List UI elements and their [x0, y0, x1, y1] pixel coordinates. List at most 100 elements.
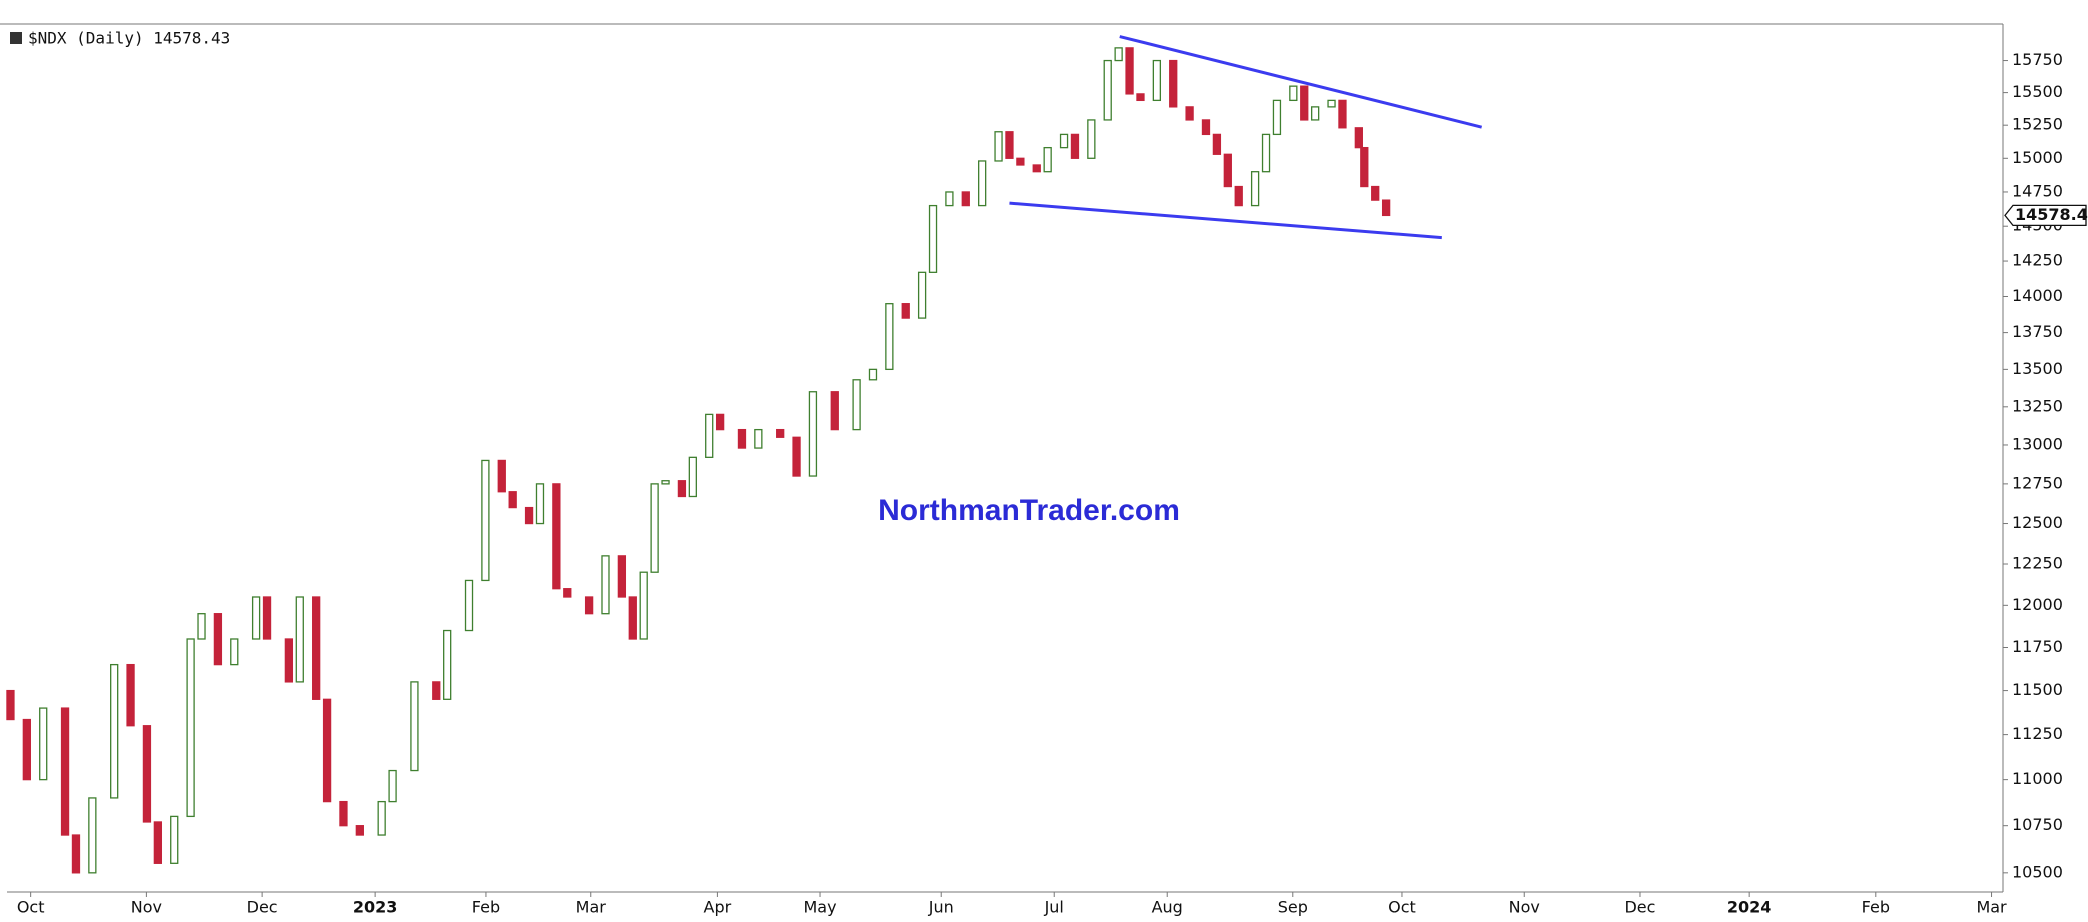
x-tick-label: 2024	[1727, 898, 1772, 917]
candle	[1300, 85, 1309, 121]
y-tick-label: 15750	[2012, 50, 2063, 69]
y-tick-label: 12500	[2012, 513, 2063, 532]
x-tick-label: Jul	[1044, 898, 1064, 917]
candle	[388, 769, 397, 803]
y-tick-label: 12750	[2012, 473, 2063, 492]
candle	[677, 480, 687, 498]
candle	[1005, 131, 1014, 159]
candle	[1327, 99, 1336, 108]
candle	[88, 797, 97, 874]
candle	[563, 588, 572, 598]
y-tick-label: 10750	[2012, 815, 2063, 834]
candle	[197, 613, 206, 640]
y-tick-label: 11500	[2012, 680, 2063, 699]
y-tick-label: 13750	[2012, 322, 2063, 341]
candle	[737, 428, 747, 449]
candle	[464, 579, 474, 632]
x-tick-label: May	[803, 898, 836, 917]
candle	[377, 800, 386, 836]
candle	[1185, 106, 1194, 121]
x-tick-label: Jun	[928, 898, 954, 917]
y-tick-label: 11750	[2012, 637, 2063, 656]
candle	[994, 131, 1003, 162]
candle	[830, 391, 839, 431]
candle	[1371, 185, 1380, 201]
candle	[754, 428, 763, 449]
x-tick-label: Nov	[131, 898, 162, 917]
candle	[617, 555, 627, 598]
candle	[39, 707, 48, 781]
chart-title: $NDX (Daily) 14578.43	[28, 29, 230, 48]
candle	[142, 725, 152, 823]
candle	[1212, 133, 1222, 155]
x-tick-label: Oct	[1388, 898, 1416, 917]
x-tick-label: Sep	[1278, 898, 1308, 917]
x-tick-label: Nov	[1509, 898, 1540, 917]
candle	[524, 506, 534, 525]
candle	[432, 681, 441, 700]
candle	[481, 459, 490, 582]
candle	[213, 613, 223, 666]
candle	[355, 825, 364, 836]
y-tick-label: 12250	[2012, 554, 2063, 573]
y-tick-label: 13500	[2012, 359, 2063, 378]
x-tick-label: Mar	[576, 898, 607, 917]
candle	[584, 596, 594, 615]
x-tick-label: Mar	[1976, 898, 2007, 917]
candle	[262, 596, 272, 640]
candle	[1311, 106, 1320, 121]
y-tick-label: 11250	[2012, 724, 2063, 743]
x-tick-label: 2023	[353, 898, 398, 917]
candle	[945, 191, 954, 207]
y-tick-label: 12000	[2012, 595, 2063, 614]
candle	[126, 663, 135, 727]
trendline	[1009, 201, 1442, 240]
candle	[284, 638, 294, 683]
candle	[443, 629, 452, 700]
y-tick-label: 14750	[2012, 181, 2063, 200]
candle	[901, 303, 910, 319]
candle	[6, 689, 15, 721]
x-tick-label: Oct	[17, 898, 45, 917]
candle	[186, 638, 195, 818]
candle	[1032, 164, 1041, 173]
candle	[1223, 153, 1232, 188]
x-tick-label: Aug	[1152, 898, 1183, 917]
candle	[22, 718, 31, 781]
x-tick-label: Dec	[1624, 898, 1655, 917]
candle	[885, 303, 894, 371]
candle	[628, 596, 637, 640]
candle	[508, 491, 517, 509]
candle	[170, 815, 179, 864]
candle	[688, 456, 697, 498]
candle	[1261, 133, 1271, 173]
candle	[1289, 85, 1298, 102]
last-price-tag	[2004, 204, 2087, 227]
candle	[639, 571, 648, 640]
y-tick-label: 15250	[2012, 115, 2063, 134]
candle	[1087, 119, 1096, 159]
candle	[601, 555, 610, 615]
y-tick-label: 14000	[2012, 286, 2063, 305]
candle	[868, 368, 878, 381]
y-tick-label: 13000	[2012, 434, 2063, 453]
y-tick-label: 15000	[2012, 148, 2063, 167]
candle	[1125, 47, 1134, 95]
candle	[251, 596, 261, 640]
candle	[1250, 171, 1260, 207]
candle	[661, 480, 670, 485]
candle	[1381, 199, 1391, 217]
candle	[1169, 59, 1178, 108]
candle	[808, 391, 818, 477]
candle	[60, 707, 70, 836]
candle	[71, 834, 81, 874]
x-tick-label: Feb	[1862, 898, 1890, 917]
candle	[1059, 133, 1069, 149]
y-tick-label: 13250	[2012, 396, 2063, 415]
candle	[1070, 133, 1080, 159]
candle	[295, 596, 304, 683]
x-tick-label: Apr	[704, 898, 732, 917]
candle	[1043, 146, 1052, 173]
candle	[312, 596, 321, 700]
last-price-label: 14578.43	[2015, 205, 2088, 224]
